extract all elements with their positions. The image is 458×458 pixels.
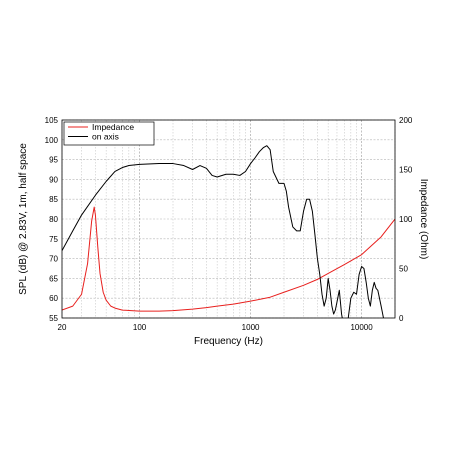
y-tick-label-right: 200 bbox=[399, 116, 413, 125]
y-tick-label-right: 0 bbox=[399, 314, 404, 323]
y-tick-label-left: 100 bbox=[45, 136, 59, 145]
legend-box bbox=[63, 121, 155, 146]
x-tick-label: 10000 bbox=[350, 323, 373, 332]
x-tick-label: 1000 bbox=[242, 323, 260, 332]
y-tick-label-left: 105 bbox=[45, 116, 59, 125]
y-tick-label-left: 55 bbox=[49, 314, 58, 323]
series-line-impedance bbox=[62, 206, 395, 312]
y-tick-label-right: 100 bbox=[399, 215, 413, 224]
legend-label-impedance: Impedance bbox=[92, 122, 134, 132]
legend-label-on-axis: on axis bbox=[92, 132, 119, 142]
series-lines bbox=[62, 145, 395, 318]
y-tick-label-left: 65 bbox=[49, 274, 58, 283]
y-tick-label-right: 50 bbox=[399, 265, 408, 274]
left-axis-ticks: 55 60 65 70 75 80 85 90 95 100 105 bbox=[45, 116, 59, 323]
y-tick-label-left: 85 bbox=[49, 195, 58, 204]
x-axis-ticks: 20 100 1000 10000 bbox=[58, 323, 374, 332]
y-tick-label-left: 75 bbox=[49, 235, 58, 244]
y-axis-title-left: SPL (dB) @ 2.83V, 1m, half space bbox=[18, 143, 29, 295]
right-axis-ticks: 0 50 100 150 200 bbox=[399, 116, 413, 323]
y-tick-label-left: 70 bbox=[49, 255, 58, 264]
y-tick-label-left: 95 bbox=[49, 156, 58, 165]
x-tick-label: 100 bbox=[133, 323, 147, 332]
plot-frame bbox=[61, 119, 396, 319]
y-axis-title-right: Impedance (Ohm) bbox=[418, 179, 429, 260]
y-tick-label-left: 90 bbox=[49, 175, 58, 184]
y-tick-label-left: 80 bbox=[49, 215, 58, 224]
x-axis-title: Frequency (Hz) bbox=[194, 336, 263, 347]
legend: Impedance on axis bbox=[63, 121, 155, 146]
y-tick-label-left: 60 bbox=[49, 294, 58, 303]
series-line-on-axis bbox=[62, 145, 384, 318]
x-tick-label: 20 bbox=[58, 323, 67, 332]
grid-lines bbox=[61, 119, 396, 319]
y-tick-label-right: 150 bbox=[399, 166, 413, 175]
